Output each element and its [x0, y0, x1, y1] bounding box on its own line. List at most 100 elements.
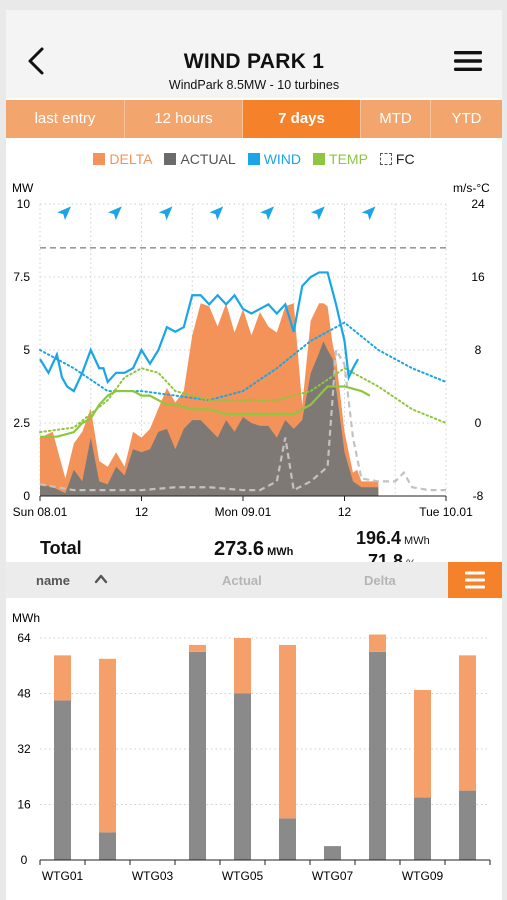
- bar-y-tick-label: 32: [17, 742, 31, 756]
- total-potential: 273.6 MWh: [214, 538, 293, 561]
- back-arrow-icon[interactable]: [24, 46, 48, 76]
- bar-chart-ylabel: MWh: [12, 611, 40, 625]
- wind-direction-arrow-icon: [57, 206, 72, 221]
- legend-wind-label: WIND: [263, 151, 302, 167]
- tab-12-hours[interactable]: 12 hours: [125, 100, 243, 138]
- wind-arrow-shape: [310, 206, 325, 221]
- bar-delta: [279, 644, 296, 819]
- sort-by-actual[interactable]: Actual: [222, 573, 262, 588]
- y-right-tick-label: 8: [475, 343, 482, 357]
- bar-actual: [189, 651, 206, 860]
- hamburger-menu-icon[interactable]: [454, 50, 482, 72]
- legend-delta[interactable]: DELTA: [93, 150, 152, 168]
- sort-bar: name Actual Delta: [6, 562, 502, 598]
- legend-wind[interactable]: WIND: [247, 150, 302, 168]
- bar-x-tick-label: WTG01: [42, 869, 84, 883]
- legend-wind-swatch: [247, 153, 260, 165]
- sort-by-delta[interactable]: Delta: [364, 573, 396, 588]
- bar-delta: [54, 655, 71, 701]
- list-view-button[interactable]: [448, 562, 502, 598]
- bar-delta: [414, 690, 431, 798]
- chevron-up-icon[interactable]: [94, 572, 108, 586]
- legend-fc[interactable]: FC: [379, 150, 415, 168]
- total-potential-unit: MWh: [267, 546, 294, 558]
- wind-arrow-shape: [361, 206, 376, 221]
- tab-7-days[interactable]: 7 days: [243, 100, 361, 138]
- period-tabs: last entry 12 hours 7 days MTD YTD: [6, 100, 502, 138]
- wind-direction-arrow-icon: [310, 206, 325, 221]
- temp-line: [40, 385, 371, 438]
- legend-temp-label: TEMP: [329, 151, 368, 167]
- bar-chart-bars: [54, 634, 476, 860]
- actual-area: [40, 341, 379, 496]
- turbine-bar-chart[interactable]: MWh 0 16 32 48 64 WTG01 WTG03 WTG05 WTG07 WTG09: [6, 602, 502, 900]
- wind-direction-arrow-icon: [361, 206, 376, 221]
- bar-actual: [369, 651, 386, 860]
- tab-mtd[interactable]: MTD: [361, 100, 431, 138]
- y-right-tick-label: 24: [471, 197, 485, 211]
- power-chart[interactable]: MW m/s-°C 0 2.5 5 7.5 10 -8 0 8 16 24 Sun 08.01 12 M…: [6, 170, 502, 520]
- x-tick-label: 12: [338, 505, 352, 519]
- wind-direction-arrow-icon: [158, 206, 173, 221]
- bar-actual: [324, 846, 341, 860]
- wind-arrow-shape: [158, 206, 173, 221]
- bar-delta: [234, 638, 251, 694]
- total-actual-unit: MWh: [404, 535, 430, 547]
- x-tick-label: Mon 09.01: [215, 505, 272, 519]
- wind-direction-arrow-icon: [107, 206, 122, 221]
- bar-delta: [369, 634, 386, 652]
- bar-y-tick-label: 64: [17, 631, 31, 645]
- y-left-tick-label: 2.5: [13, 416, 30, 430]
- tab-last-entry[interactable]: last entry: [6, 100, 125, 138]
- fc-power-line: [39, 346, 446, 492]
- bar-chart-axes: 0 16 32 48 64 WTG01 WTG03 WTG05 WTG07 WTG09: [17, 631, 491, 883]
- legend-actual-label: ACTUAL: [180, 151, 236, 167]
- series-lines: [39, 271, 447, 492]
- tab-ytd[interactable]: YTD: [451, 110, 482, 127]
- total-label: Total: [40, 538, 82, 558]
- legend-delta-label: DELTA: [109, 151, 153, 167]
- y-axis-right-label: m/s-°C: [453, 181, 490, 195]
- x-tick-label: Sun 08.01: [13, 505, 68, 519]
- x-tick-label: Tue 10.01: [419, 505, 473, 519]
- y-right-tick-label: 16: [471, 270, 485, 284]
- bar-actual: [99, 832, 116, 860]
- bar-actual: [279, 818, 296, 860]
- wind-direction-arrow-icon: [209, 206, 224, 221]
- total-actual: 196.4 MWh: [356, 528, 430, 549]
- y-axis-left-label: MW: [12, 181, 34, 195]
- total-actual-value: 196.4: [356, 528, 402, 548]
- y-left-tick-label: 0: [23, 489, 30, 503]
- legend-temp-swatch: [313, 153, 326, 165]
- wind-direction-arrows: [57, 206, 376, 221]
- wind-line: [39, 271, 359, 393]
- page-subtitle: WindPark 8.5MW - 10 turbines: [168, 78, 340, 92]
- legend-delta-swatch: [93, 153, 106, 165]
- bar-delta: [189, 644, 206, 652]
- app-screen: WIND PARK 1 WindPark 8.5MW - 10 turbines…: [6, 10, 502, 900]
- y-left-tick-label: 7.5: [13, 270, 30, 284]
- y-right-tick-label: -8: [473, 489, 484, 503]
- sort-by-name[interactable]: name: [36, 573, 70, 588]
- legend-fc-swatch: [379, 153, 392, 165]
- legend-temp[interactable]: TEMP: [313, 150, 368, 168]
- y-left-tick-label: 5: [23, 343, 30, 357]
- bar-actual: [234, 693, 251, 860]
- wind-direction-arrow-icon: [260, 206, 275, 221]
- legend-actual-swatch: [164, 153, 177, 165]
- bar-delta: [459, 655, 476, 791]
- y-right-tick-label: 0: [475, 416, 482, 430]
- bar-x-tick-label: WTG05: [222, 869, 264, 883]
- app-header: WIND PARK 1 WindPark 8.5MW - 10 turbines: [6, 10, 502, 98]
- chart-legend: DELTA ACTUAL WIND TEMP FC: [6, 150, 502, 168]
- x-tick-label: 12: [135, 505, 149, 519]
- bar-y-tick-label: 48: [17, 687, 31, 701]
- legend-actual[interactable]: ACTUAL: [164, 150, 236, 168]
- legend-fc-label: FC: [395, 151, 415, 167]
- bar-actual: [414, 797, 431, 860]
- wind-arrow-shape: [57, 206, 72, 221]
- list-icon: [465, 571, 485, 589]
- bar-y-tick-label: 16: [17, 798, 31, 812]
